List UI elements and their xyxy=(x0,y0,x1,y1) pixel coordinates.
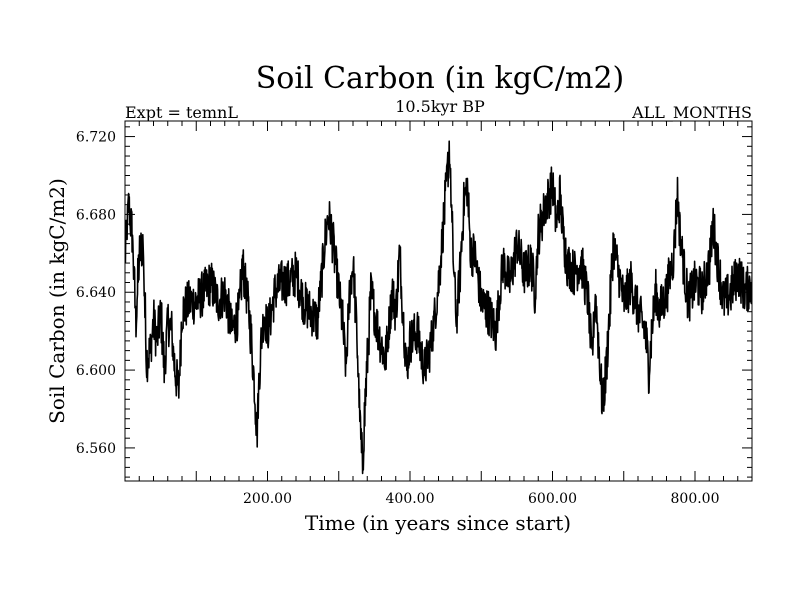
x-axis-label: Time (in years since start) xyxy=(305,511,571,535)
y-axis-label: Soil Carbon (in kgC/m2) xyxy=(45,178,69,424)
period-subtitle: 10.5kyr BP xyxy=(395,97,485,116)
series-layer xyxy=(125,140,752,475)
months-label: ALL_MONTHS xyxy=(631,103,752,122)
y-tick-label: 6.680 xyxy=(76,207,116,223)
axis-tick-labels: 200.00 400.00 600.00 800.00 6.560 6.600 6.640 6… xyxy=(76,130,720,507)
x-tick-label: 400.00 xyxy=(386,491,435,507)
y-tick-label: 6.640 xyxy=(76,285,116,301)
x-tick-label: 800.00 xyxy=(671,491,720,507)
y-tick-label: 6.600 xyxy=(76,363,116,379)
y-tick-label: 6.560 xyxy=(76,441,116,457)
y-tick-label: 6.720 xyxy=(76,130,116,146)
x-tick-label: 200.00 xyxy=(243,491,292,507)
experiment-label: Expt = temnL xyxy=(125,103,238,122)
x-tick-label: 600.00 xyxy=(528,491,577,507)
series-line-soil-carbon xyxy=(125,140,752,475)
chart-title: Soil Carbon (in kgC/m2) xyxy=(256,61,624,96)
